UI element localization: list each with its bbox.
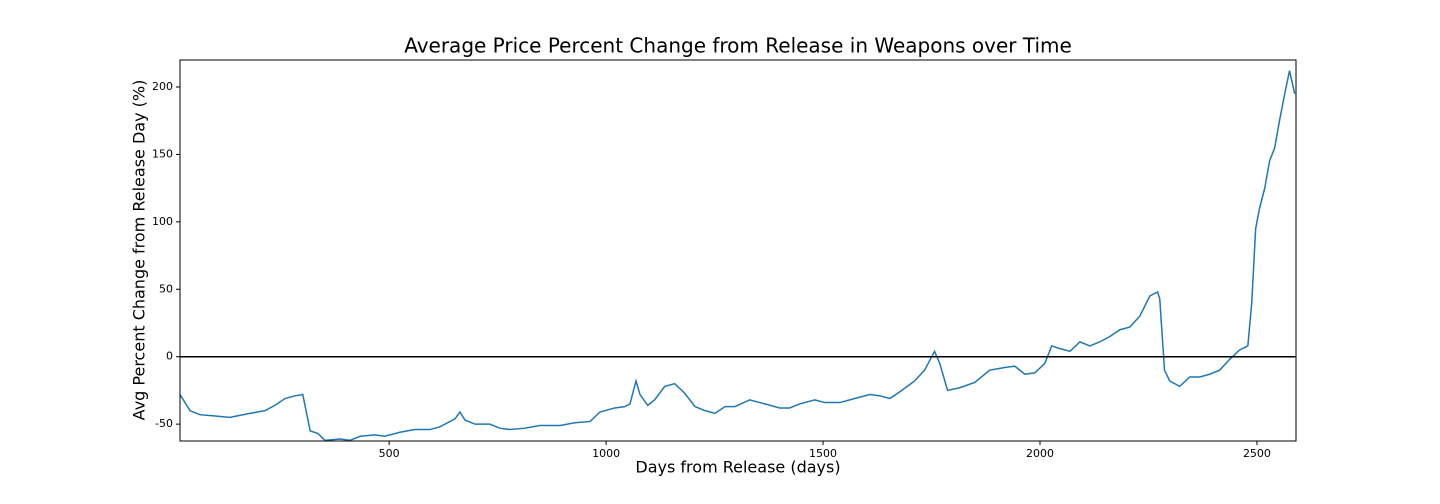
y-tick-label: 50 [159,282,173,295]
y-axis-label: Avg Percent Change from Release Day (%) [130,80,149,421]
x-tick-label: 2500 [1243,447,1271,460]
y-tick-label: -50 [155,417,173,430]
y-tick-label: 100 [152,215,173,228]
x-tick-label: 1000 [592,447,620,460]
x-tick-label: 1500 [809,447,837,460]
x-tick-label: 2000 [1026,447,1054,460]
plot-frame [179,59,1297,442]
y-tick-label: 0 [166,350,173,363]
chart-title: Average Price Percent Change from Releas… [404,34,1072,58]
y-tick-label: 150 [152,147,173,160]
data-line [180,70,1296,441]
x-tick-label: 500 [379,447,400,460]
x-axis-label: Days from Release (days) [635,458,840,477]
y-tick-label: 200 [152,80,173,93]
